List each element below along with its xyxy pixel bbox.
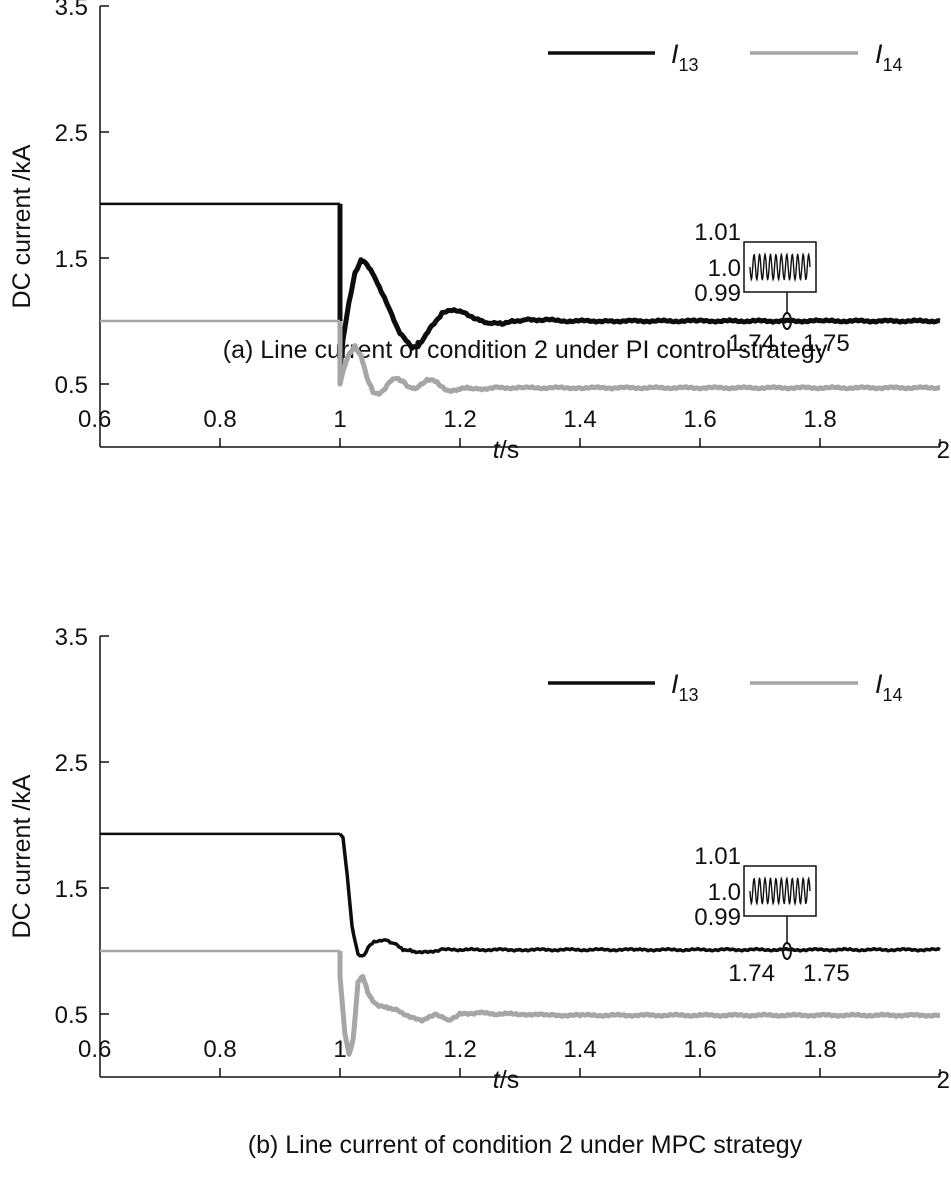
x-tick-label: 1.6 (683, 406, 716, 433)
y-tick-label: 1.5 (55, 876, 88, 903)
x-tick-label: 2 (937, 1067, 950, 1094)
zoom-inset-waveform (749, 875, 811, 907)
x-tick-label: 1.2 (443, 1036, 476, 1063)
x-tick-label: 0.6 (78, 1036, 111, 1063)
legend-letter: I (875, 669, 883, 699)
x-tick-label: 0.6 (78, 406, 111, 433)
zoom-inset-y-label: 1.0 (708, 255, 741, 282)
zoom-inset-y-label: 1.0 (708, 879, 741, 906)
legend-subscript: 14 (883, 55, 903, 75)
legend-subscript: 13 (679, 685, 699, 705)
figure-caption: (b) Line current of condition 2 under MP… (248, 1131, 803, 1159)
x-tick-label: 1 (333, 1036, 346, 1063)
y-tick-label: 3.5 (55, 624, 88, 651)
x-axis-label-unit: /s (500, 436, 519, 464)
y-axis-label: DC current /kA (8, 144, 36, 308)
legend-label-13: I13 (671, 669, 699, 705)
series-I14-line (337, 951, 941, 1057)
zoom-inset-x-label: 1.75 (803, 960, 850, 987)
x-tick-label: 1.8 (803, 406, 836, 433)
series-I13-line (337, 203, 941, 372)
zoom-inset-x-label: 1.74 (728, 330, 775, 357)
chart-a: 0.5 1.5 2.5 3.5 0.6 0.8 1 1.2 1.4 1.6 1.8 2 DC curre… (8, 0, 950, 464)
series-I14-line (337, 321, 941, 397)
zoom-inset-y-label: 1.01 (694, 219, 741, 246)
figure-caption: (a) Line current of condition 2 under PI… (223, 336, 828, 364)
zoom-inset: 1.01 1.00.99 1.74 1.75 (694, 219, 849, 357)
legend-label-13: I13 (671, 39, 699, 75)
x-axis-label-unit: /s (500, 1066, 519, 1094)
zoom-marker (782, 312, 792, 330)
legend-letter: I (875, 39, 883, 69)
series-I13-line (338, 832, 941, 958)
x-tick-label: 1.8 (803, 1036, 836, 1063)
y-tick-label: 1.5 (55, 246, 88, 273)
x-axis-label: t/s (493, 1066, 519, 1094)
y-tick-label: 3.5 (55, 0, 88, 21)
y-tick-label: 2.5 (55, 120, 88, 147)
x-tick-label: 1.6 (683, 1036, 716, 1063)
chart-b: 0.5 1.5 2.5 3.5 0.6 0.8 1 1.2 1.4 1.6 1.8 2 DC curre… (8, 624, 950, 1159)
x-tick-label: 2 (937, 437, 950, 464)
y-tick-label: 0.5 (55, 1002, 88, 1029)
zoom-inset-y-label: 0.99 (694, 904, 741, 931)
zoom-inset: 1.01 1.00.99 1.74 1.75 (694, 843, 849, 987)
zoom-inset-x-label: 1.74 (728, 960, 775, 987)
legend-label-14: I14 (875, 39, 903, 75)
legend-label-14: I14 (875, 669, 903, 705)
x-tick-label: 0.8 (203, 1036, 236, 1063)
x-tick-label: 1 (333, 406, 346, 433)
x-tick-label: 1.4 (563, 1036, 596, 1063)
x-tick-label: 1.4 (563, 406, 596, 433)
zoom-inset-x-label: 1.75 (803, 330, 850, 357)
zoom-inset-y-label: 0.99 (694, 280, 741, 307)
x-axis-label: t/s (493, 436, 519, 464)
legend-subscript: 14 (883, 685, 903, 705)
legend-letter: I (671, 669, 679, 699)
x-tick-label: 0.8 (203, 406, 236, 433)
x-axis-label-var: t (493, 436, 501, 464)
legend-subscript: 13 (679, 55, 699, 75)
zoom-marker (782, 942, 792, 960)
legend-letter: I (671, 39, 679, 69)
zoom-inset-y-label: 1.01 (694, 843, 741, 870)
y-tick-label: 2.5 (55, 750, 88, 777)
x-tick-label: 1.2 (443, 406, 476, 433)
zoom-inset-waveform (749, 251, 811, 283)
x-axis-label-var: t (493, 1066, 501, 1094)
y-axis-label: DC current /kA (8, 774, 36, 938)
y-tick-label: 0.5 (55, 372, 88, 399)
